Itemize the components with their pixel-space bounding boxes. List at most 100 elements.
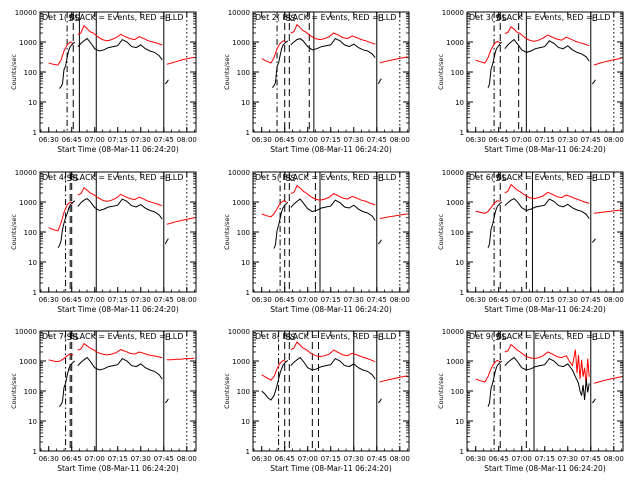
y-tick-label: 1	[246, 448, 250, 456]
series-line-lld	[261, 359, 287, 381]
y-tick-label: 1000	[446, 39, 464, 47]
series-line-events	[504, 38, 590, 62]
chart-panel-8: 1 10 100 1000 10000 06:30 06:45 07:00 07:15 07:30…	[223, 328, 410, 473]
y-tick-label: 10000	[442, 9, 464, 17]
y-tick-label: 10	[241, 99, 250, 107]
marker-label: S	[286, 14, 292, 24]
x-tick-label: 06:45	[275, 136, 295, 144]
y-tick-label: 1000	[446, 358, 464, 366]
x-tick-label: 07:00	[85, 455, 105, 463]
series-line-events	[290, 37, 376, 59]
x-tick-label: 08:00	[604, 455, 624, 463]
chart-panel-3: 1 10 100 1000 10000 06:30 06:45 07:00 07:15 07:30…	[437, 9, 624, 154]
y-tick-label: 10000	[15, 328, 37, 336]
series-line-events	[273, 201, 289, 249]
y-tick-label: 100	[237, 69, 250, 77]
x-tick-label: 07:30	[131, 296, 151, 304]
chart-panel-2: 1 10 100 1000 10000 06:30 06:45 07:00 07:15 07:30…	[223, 9, 410, 154]
marker-label: E	[378, 14, 384, 24]
y-tick-label: 1	[33, 289, 37, 297]
marker-label: S	[290, 14, 296, 24]
y-tick-label: 1	[460, 289, 464, 297]
series-line-events	[377, 78, 382, 85]
series-line-lld	[166, 357, 195, 361]
series-line-lld	[504, 26, 590, 47]
y-tick-label: 100	[451, 229, 464, 237]
x-tick-label: 06:30	[466, 296, 486, 304]
x-tick-label: 08:00	[390, 136, 410, 144]
x-tick-label: 08:00	[390, 455, 410, 463]
y-axis-label: Counts/sec	[437, 54, 445, 90]
y-tick-label: 1000	[446, 199, 464, 207]
x-tick-label: 07:15	[321, 136, 341, 144]
series-line-lld	[475, 359, 501, 383]
series-line-lld	[290, 184, 376, 206]
x-tick-label: 07:45	[581, 296, 601, 304]
series-line-lld	[261, 40, 287, 64]
chart-panel-7: 1 10 100 1000 10000 06:30 06:45 07:00 07:15 07:30…	[10, 328, 197, 473]
series-line-events	[261, 360, 289, 401]
x-tick-label: 07:45	[367, 455, 387, 463]
series-line-events	[591, 238, 596, 243]
marker-label: S	[495, 333, 501, 343]
series-line-events	[504, 356, 590, 401]
x-tick-label: 07:00	[298, 455, 318, 463]
y-tick-label: 10000	[442, 328, 464, 336]
x-axis-label: Start Time (08-Mar-11 06:24:20)	[57, 305, 179, 314]
y-tick-label: 10	[28, 259, 37, 267]
series-line-events	[57, 200, 76, 248]
chart-title: Det 5( BLACK = Events, RED = LLD	[255, 173, 396, 182]
x-tick-label: 07:15	[321, 455, 341, 463]
series-line-events	[59, 41, 76, 89]
series-line-events	[290, 356, 376, 380]
x-tick-label: 07:00	[512, 296, 532, 304]
series-line-lld	[166, 56, 195, 65]
marker-label: E	[592, 333, 598, 343]
y-tick-label: 10	[455, 259, 464, 267]
x-tick-label: 07:15	[535, 136, 555, 144]
x-tick-label: 08:00	[390, 296, 410, 304]
series-line-lld	[77, 342, 163, 359]
x-tick-label: 07:15	[535, 296, 555, 304]
chart-panel-5: 1 10 100 1000 10000 06:30 06:45 07:00 07:15 07:30…	[223, 169, 410, 314]
chart-panel-1: 1 10 100 1000 10000 06:30 06:45 07:00 07:15 07:30…	[10, 9, 197, 154]
x-axis-label: Start Time (08-Mar-11 06:24:20)	[270, 464, 392, 473]
series-line-events	[504, 197, 590, 219]
y-tick-label: 100	[24, 388, 37, 396]
series-line-lld	[593, 57, 622, 66]
y-tick-label: 1	[460, 129, 464, 137]
marker-label: S	[290, 174, 296, 184]
x-tick-label: 06:45	[62, 296, 82, 304]
series-line-lld	[504, 343, 590, 386]
x-tick-label: 07:45	[581, 136, 601, 144]
chart-title: Det 2( BLACK = Events, RED = LLD	[255, 13, 396, 22]
marker-label: S	[73, 333, 79, 343]
series-line-events	[487, 360, 503, 407]
y-tick-label: 1	[246, 289, 250, 297]
x-tick-label: 06:45	[489, 136, 509, 144]
y-tick-label: 10	[28, 418, 37, 426]
y-tick-label: 1000	[19, 39, 37, 47]
series-line-lld	[504, 183, 590, 204]
x-axis-label: Start Time (08-Mar-11 06:24:20)	[270, 305, 392, 314]
series-line-events	[487, 41, 503, 88]
y-tick-label: 1000	[19, 358, 37, 366]
series-line-events	[290, 198, 376, 221]
x-tick-label: 07:15	[108, 296, 128, 304]
x-tick-label: 06:45	[275, 455, 295, 463]
y-axis-label: Counts/sec	[10, 214, 18, 250]
y-tick-label: 1000	[232, 199, 250, 207]
series-line-lld	[290, 341, 376, 363]
marker-label: S	[74, 14, 80, 24]
x-tick-label: 07:15	[108, 136, 128, 144]
chart-title: Det 4( BLACK = Events, RED = LLD	[42, 173, 183, 182]
x-tick-label: 08:00	[177, 136, 197, 144]
y-tick-label: 100	[24, 229, 37, 237]
y-axis-label: Counts/sec	[437, 373, 445, 409]
x-tick-label: 07:00	[85, 136, 105, 144]
chart-title: Det 3( BLACK = Events, RED = LLD	[469, 13, 610, 22]
marker-label: S	[495, 174, 501, 184]
series-line-events	[591, 79, 596, 85]
series-line-events	[164, 398, 169, 404]
marker-label: S	[501, 174, 507, 184]
